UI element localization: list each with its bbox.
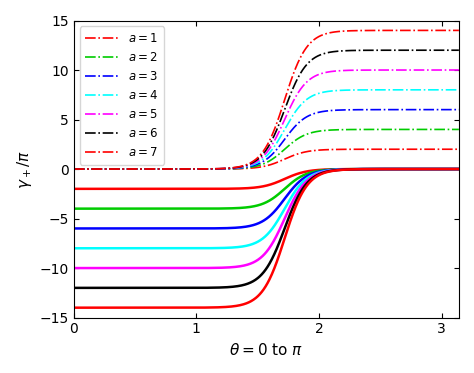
Y-axis label: $\gamma_+/\pi$: $\gamma_+/\pi$ xyxy=(15,150,34,189)
X-axis label: $\theta = 0$ to $\pi$: $\theta = 0$ to $\pi$ xyxy=(229,342,303,358)
Legend: $a = 1$, $a = 2$, $a = 3$, $a = 4$, $a = 5$, $a = 6$, $a = 7$: $a = 1$, $a = 2$, $a = 3$, $a = 4$, $a =… xyxy=(80,26,164,164)
